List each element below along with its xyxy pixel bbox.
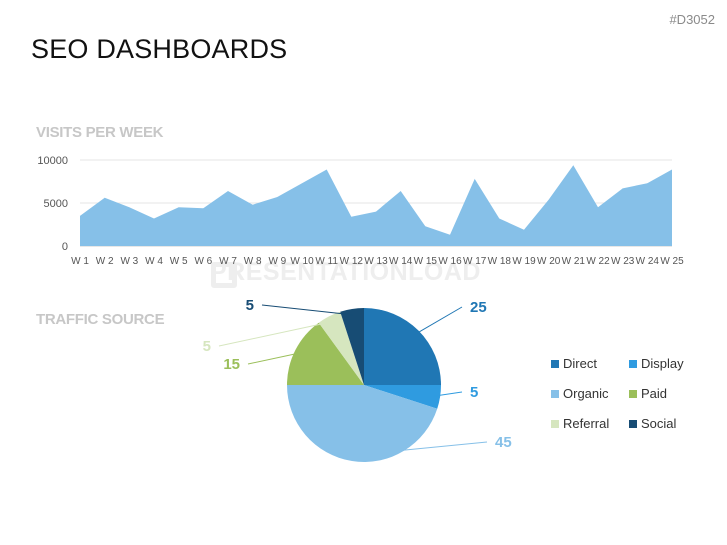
y-tick-label: 5000 [44, 198, 68, 210]
visits-area-series [80, 165, 672, 246]
traffic-legend: Direct Display Organic Paid Referral Social [551, 355, 711, 432]
watermark: PRESENTATIONLOAD [210, 258, 481, 286]
pie-value-label: 25 [470, 299, 487, 316]
leader-line [434, 391, 463, 397]
pie-slice-paid [287, 322, 364, 385]
x-tick-label: W 24 [636, 256, 660, 267]
y-tick-label: 10000 [37, 155, 68, 167]
pie-slice-direct [364, 308, 441, 385]
pie-value-label: 5 [470, 384, 478, 401]
leader-line [352, 441, 488, 456]
pie-value-label: 15 [223, 356, 240, 373]
x-tick-label: W 25 [660, 256, 684, 267]
x-tick-label: W 22 [586, 256, 610, 267]
pie-value-label: 5 [246, 297, 254, 314]
x-tick-label: W 20 [537, 256, 561, 267]
legend-swatch [629, 419, 637, 428]
pie-value-label: 45 [495, 434, 512, 451]
x-tick-label: W 2 [96, 256, 114, 267]
legend-label: Direct [563, 356, 597, 371]
legend-label: Display [641, 356, 684, 371]
legend-label: Referral [563, 416, 610, 431]
pie-slice-referral [318, 311, 364, 385]
leader-line [247, 352, 301, 365]
watermark-logo-icon [211, 262, 237, 288]
legend-swatch [629, 389, 637, 398]
x-tick-label: W 4 [145, 256, 163, 267]
legend-swatch [551, 419, 559, 428]
page-title: SEO DASHBOARDS [31, 34, 288, 64]
legend-swatch [629, 359, 637, 368]
leader-line [261, 304, 353, 316]
legend-item-social: Social [629, 415, 709, 432]
pie-slice-social [340, 308, 364, 385]
x-tick-label: W 1 [71, 256, 89, 267]
leader-line [218, 321, 332, 347]
legend-label: Social [641, 416, 677, 431]
x-tick-label: W 5 [170, 256, 188, 267]
legend-label: Organic [563, 386, 609, 401]
legend-item-referral: Referral [551, 415, 629, 432]
legend-item-display: Display [629, 355, 709, 372]
x-tick-label: W 19 [512, 256, 536, 267]
y-tick-label: 0 [62, 241, 68, 253]
legend-label: Paid [641, 386, 668, 401]
page-code: #D3052 [669, 12, 715, 27]
legend-swatch [551, 389, 559, 398]
legend-swatch [551, 359, 559, 368]
x-tick-label: W 23 [611, 256, 635, 267]
visits-chart-title: VISITS PER WEEK [36, 124, 164, 141]
pie-slice-display [364, 385, 441, 409]
x-tick-label: W 18 [488, 256, 512, 267]
legend-item-direct: Direct [551, 355, 629, 372]
x-tick-label: W 21 [562, 256, 586, 267]
pie-slice-organic [287, 385, 438, 462]
legend-item-organic: Organic [551, 385, 629, 402]
pie-value-label: 5 [203, 338, 211, 355]
x-tick-label: W 3 [120, 256, 138, 267]
traffic-chart-title: TRAFFIC SOURCE [36, 311, 165, 328]
leader-line [413, 306, 463, 336]
legend-item-paid: Paid [629, 385, 709, 402]
